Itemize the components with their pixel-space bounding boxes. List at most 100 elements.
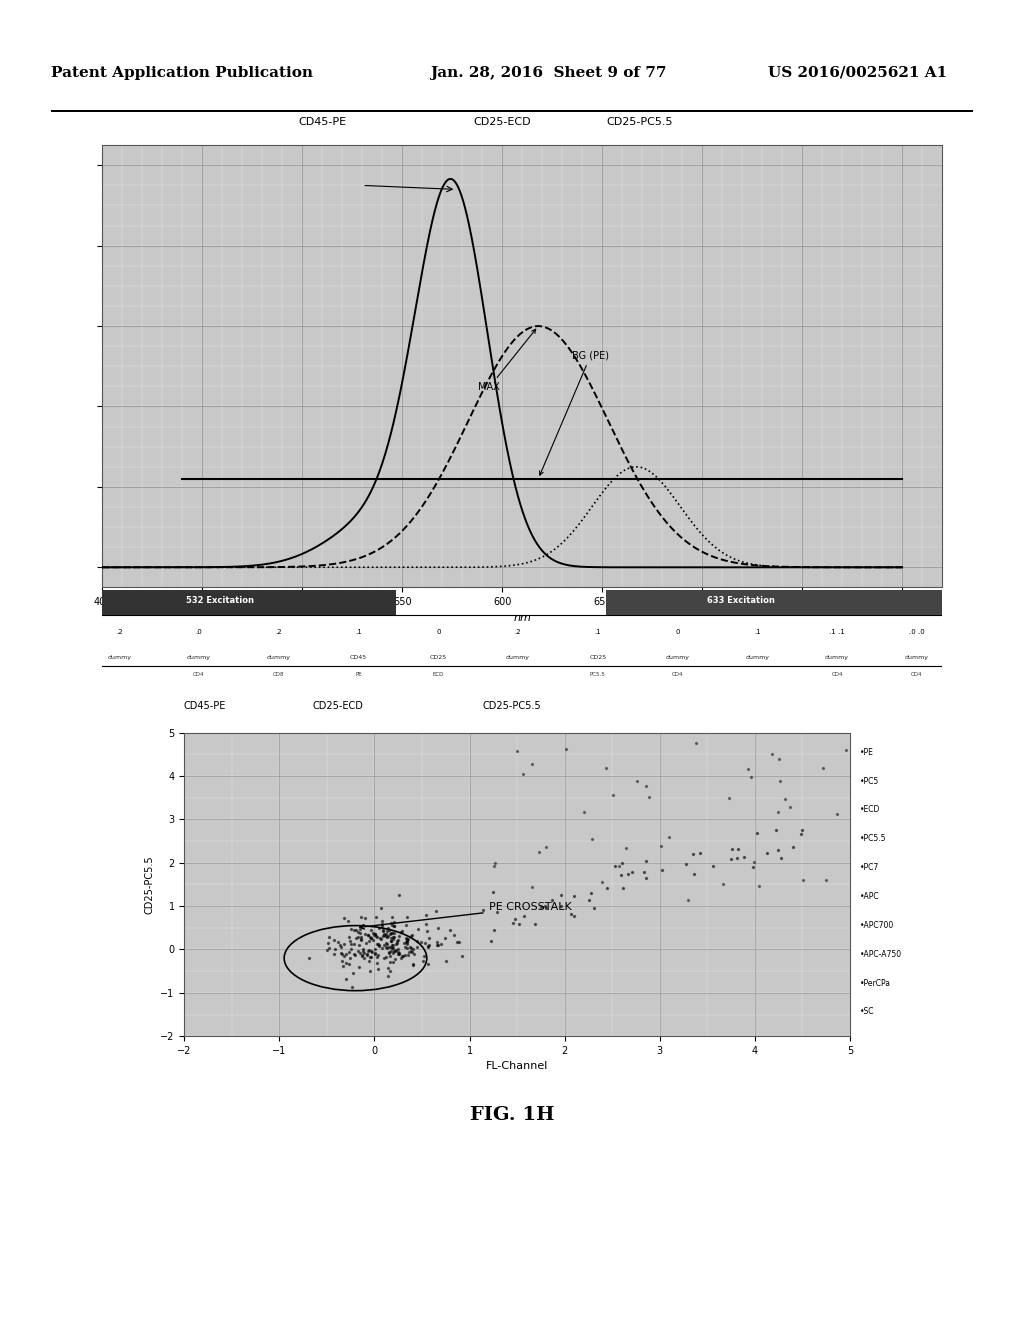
Text: CD4: CD4 bbox=[831, 672, 843, 677]
Point bbox=[359, 925, 376, 946]
Point bbox=[351, 942, 368, 964]
Point bbox=[402, 941, 419, 962]
Point bbox=[794, 818, 810, 840]
Point bbox=[397, 928, 414, 949]
Point bbox=[419, 921, 435, 942]
Point bbox=[523, 752, 540, 774]
Point bbox=[745, 851, 762, 873]
Point bbox=[577, 801, 593, 822]
Point bbox=[384, 923, 400, 944]
Point bbox=[777, 788, 794, 809]
Text: •APC700: •APC700 bbox=[860, 921, 894, 929]
Point bbox=[359, 924, 376, 945]
Point bbox=[334, 950, 350, 972]
Point bbox=[327, 939, 343, 960]
Point bbox=[342, 931, 358, 952]
Point bbox=[374, 937, 390, 958]
Point bbox=[389, 944, 406, 965]
Text: Patent Application Publication: Patent Application Publication bbox=[51, 66, 313, 79]
Point bbox=[380, 965, 396, 986]
Text: .2: .2 bbox=[275, 628, 282, 635]
Text: .1 .1: .1 .1 bbox=[829, 628, 845, 635]
Point bbox=[759, 842, 775, 863]
Point bbox=[379, 933, 395, 954]
Point bbox=[828, 803, 845, 824]
Point bbox=[475, 899, 492, 920]
Point bbox=[394, 920, 411, 941]
Point bbox=[420, 936, 436, 957]
Point bbox=[389, 932, 406, 953]
Point bbox=[319, 940, 336, 961]
Point bbox=[605, 784, 622, 805]
Point bbox=[383, 923, 399, 944]
Point bbox=[400, 928, 417, 949]
Point bbox=[369, 906, 385, 927]
Point bbox=[772, 771, 788, 792]
Point bbox=[380, 925, 396, 946]
Point bbox=[390, 942, 407, 964]
Point bbox=[362, 941, 379, 962]
Point bbox=[394, 945, 411, 966]
Point bbox=[369, 927, 385, 948]
Point bbox=[385, 929, 401, 950]
Point bbox=[333, 937, 349, 958]
Point bbox=[355, 942, 372, 964]
Text: dummy: dummy bbox=[905, 655, 929, 660]
Point bbox=[489, 902, 506, 923]
Point bbox=[594, 871, 610, 892]
Point bbox=[409, 931, 425, 952]
Point bbox=[558, 738, 574, 759]
Point bbox=[421, 935, 437, 956]
Point bbox=[526, 913, 543, 935]
Point bbox=[383, 912, 399, 933]
Point bbox=[612, 865, 629, 886]
Point bbox=[386, 912, 402, 933]
Point bbox=[389, 941, 406, 962]
Text: dummy: dummy bbox=[825, 655, 849, 660]
Point bbox=[385, 927, 401, 948]
Point bbox=[368, 923, 384, 944]
Text: CD25: CD25 bbox=[430, 655, 446, 660]
Point bbox=[361, 960, 378, 981]
Point bbox=[420, 953, 436, 974]
Point bbox=[372, 935, 388, 956]
Point bbox=[352, 928, 369, 949]
Point bbox=[381, 924, 397, 945]
Point bbox=[351, 923, 368, 944]
Point bbox=[538, 836, 554, 857]
Point bbox=[301, 948, 317, 969]
Text: CD45: CD45 bbox=[350, 655, 367, 660]
Point bbox=[436, 927, 453, 948]
Point bbox=[416, 945, 432, 966]
Point bbox=[348, 928, 365, 949]
Point bbox=[338, 944, 354, 965]
Point bbox=[385, 942, 401, 964]
Point bbox=[386, 916, 402, 937]
Point bbox=[583, 883, 599, 904]
Point bbox=[374, 916, 390, 937]
Point bbox=[620, 863, 636, 884]
Point bbox=[345, 919, 361, 940]
Text: CD25-ECD: CD25-ECD bbox=[473, 117, 530, 128]
Point bbox=[342, 948, 358, 969]
Text: dummy: dummy bbox=[506, 655, 530, 660]
Point bbox=[384, 915, 400, 936]
Text: dummy: dummy bbox=[108, 655, 131, 660]
Point bbox=[368, 925, 384, 946]
Point bbox=[387, 940, 403, 961]
Point bbox=[398, 933, 415, 954]
Point bbox=[684, 843, 700, 865]
Point bbox=[397, 936, 414, 957]
Point bbox=[369, 933, 385, 954]
Point bbox=[378, 946, 394, 968]
Point bbox=[598, 758, 614, 779]
Text: •APC: •APC bbox=[860, 892, 880, 902]
Point bbox=[566, 906, 583, 927]
Point bbox=[680, 890, 696, 911]
Point bbox=[429, 932, 445, 953]
Point bbox=[352, 919, 369, 940]
Point bbox=[350, 957, 367, 978]
Point bbox=[433, 933, 450, 954]
Text: •SC: •SC bbox=[860, 1007, 874, 1016]
Text: CD4: CD4 bbox=[911, 672, 923, 677]
